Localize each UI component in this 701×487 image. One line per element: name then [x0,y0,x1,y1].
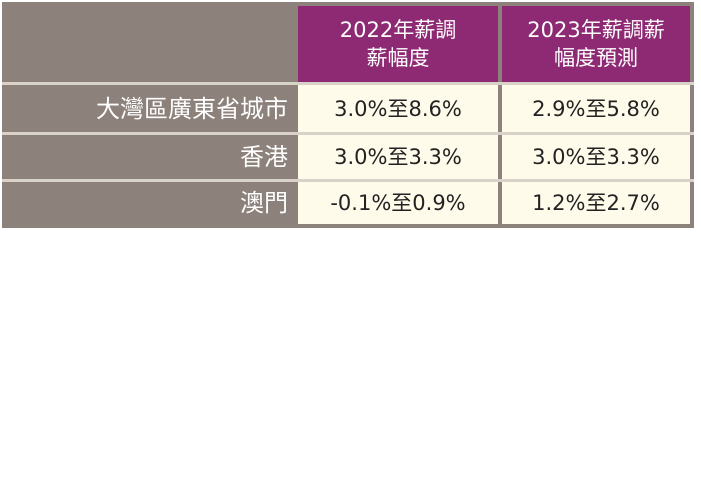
value-macau-2023: 1.2%至2.7% [502,182,690,224]
row-label-gba: 大灣區廣東省城市 [96,94,288,123]
salary-table: 2022年薪調 薪幅度 2023年薪調薪 幅度預測 大灣區廣東省城市 3.0%至… [2,2,694,228]
header-2022: 2022年薪調 薪幅度 [298,6,498,82]
value-gba-2022: 3.0%至8.6% [298,85,498,132]
row-divider [2,132,694,135]
row-label-hongkong: 香港 [240,143,288,171]
header-2023-line2: 幅度預測 [554,46,638,70]
row-divider [2,179,694,182]
header-2022-line1: 2022年薪調 [339,18,457,42]
value-macau-2022: -0.1%至0.9% [298,182,498,224]
value-gba-2023: 2.9%至5.8% [502,85,690,132]
header-2023: 2023年薪調薪 幅度預測 [502,6,690,82]
row-label-macau: 澳門 [240,189,288,217]
value-hongkong-2022: 3.0%至3.3% [298,135,498,179]
value-hongkong-2023: 3.0%至3.3% [502,135,690,179]
header-2023-line1: 2023年薪調薪 [527,18,665,42]
row-divider [2,82,694,85]
header-2022-line2: 薪幅度 [366,46,430,70]
